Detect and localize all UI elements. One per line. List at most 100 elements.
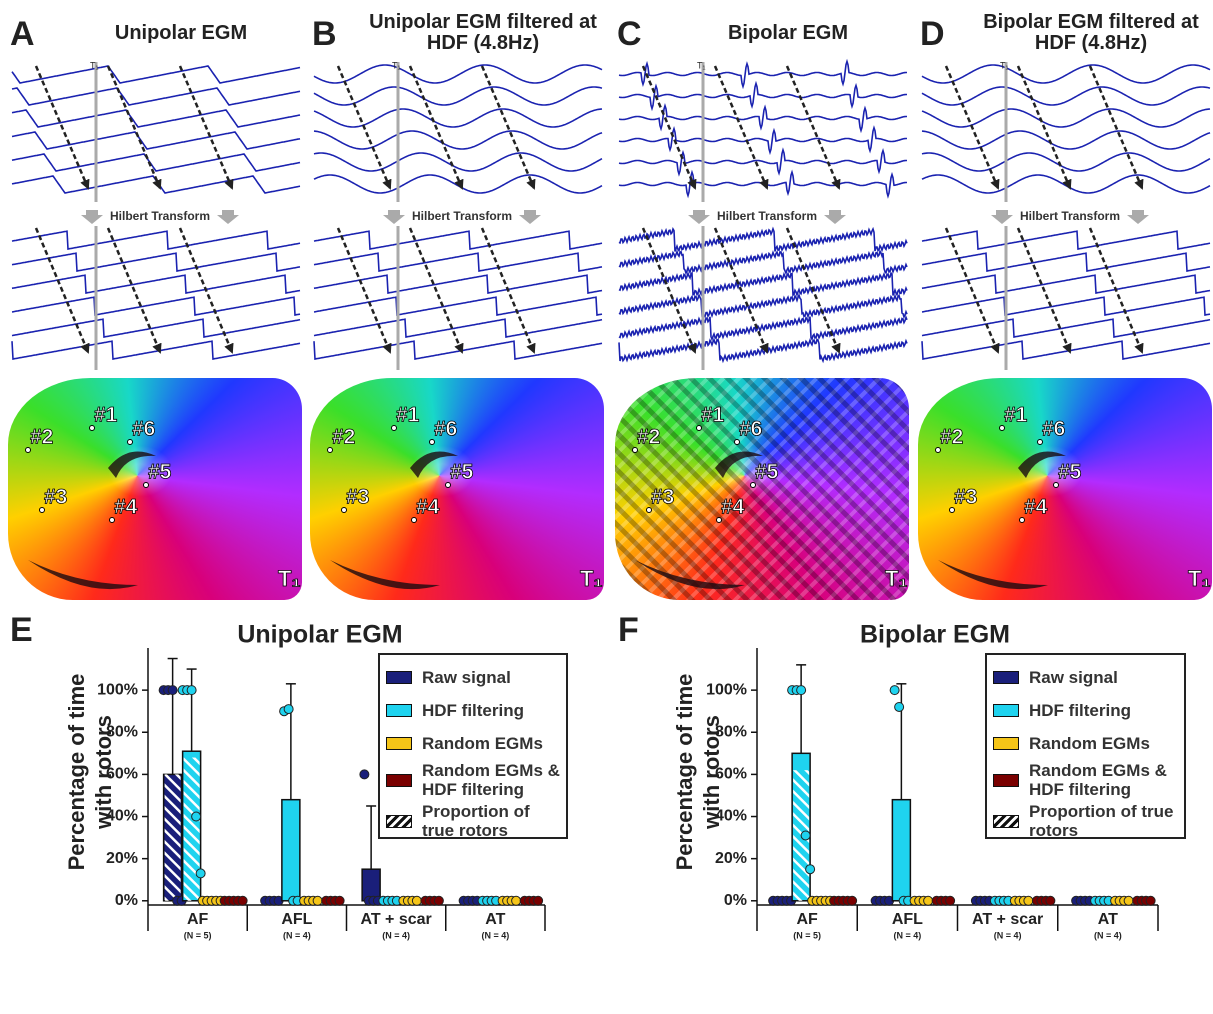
propagation-arrow xyxy=(1088,227,1144,354)
electrode-dot xyxy=(696,425,702,431)
data-point xyxy=(805,864,816,875)
legend-label: HDF filtering xyxy=(422,700,524,720)
legend-swatch xyxy=(386,773,412,787)
transform-arrow xyxy=(991,210,1013,224)
panel-title-box: Bipolar EGM filtered at HDF (4.8Hz) xyxy=(983,12,1199,54)
phase-trace xyxy=(11,340,301,360)
x-tick-label: AT xyxy=(1098,911,1118,928)
legend-swatch xyxy=(993,736,1019,750)
electrode-label: #1 xyxy=(701,404,725,427)
legend-swatch xyxy=(993,814,1019,828)
time-label: T₁ xyxy=(697,60,706,70)
transform-arrow xyxy=(217,210,239,224)
data-point xyxy=(1123,895,1134,906)
x-tick-label: AFL xyxy=(892,911,923,928)
egm-trace xyxy=(618,147,907,177)
egm-trace xyxy=(921,108,1211,128)
phase-trace xyxy=(618,292,908,320)
legend-swatch xyxy=(386,703,412,717)
transform-label: Hilbert Transform xyxy=(1020,209,1120,223)
egm-trace xyxy=(921,64,1211,84)
y-tick-label: 100% xyxy=(706,681,747,698)
legend-entry: Proportion of true rotors xyxy=(993,802,1178,839)
time-label: T₁ xyxy=(90,60,99,70)
data-point xyxy=(191,811,202,822)
bar xyxy=(891,798,912,902)
y-tick-label: 80% xyxy=(715,723,747,740)
y-tick-label: 80% xyxy=(106,723,138,740)
egm-trace xyxy=(618,80,907,112)
propagation-arrow xyxy=(944,227,1000,354)
chart-title: Unipolar EGM xyxy=(237,621,402,649)
egm-trace xyxy=(11,87,301,106)
phase-trace xyxy=(921,274,1211,294)
propagation-arrow xyxy=(106,65,162,190)
x-tick-note: (N = 4) xyxy=(1094,930,1122,940)
phase-trace xyxy=(618,226,908,253)
phase-trace xyxy=(313,318,603,338)
egm-trace xyxy=(313,108,603,128)
legend-entry: Random EGMs xyxy=(386,728,560,758)
legend-label: Raw signal xyxy=(422,667,511,687)
phase-trace xyxy=(313,230,603,250)
phase-trace xyxy=(618,315,908,342)
true-rotor-hatch xyxy=(183,757,200,901)
propagation-arrow xyxy=(336,65,392,190)
phase-trace xyxy=(11,296,301,316)
data-point xyxy=(359,769,370,780)
data-point xyxy=(195,868,206,879)
y-tick-label: 40% xyxy=(715,808,747,825)
panel-title: Unipolar EGM xyxy=(114,21,248,44)
electrode-dot xyxy=(1037,439,1043,445)
egm-trace xyxy=(11,65,301,84)
egm-trace xyxy=(11,131,301,150)
y-tick-label: 40% xyxy=(106,808,138,825)
data-point xyxy=(796,685,807,696)
egm-trace xyxy=(618,58,907,90)
electrode-dot xyxy=(935,447,941,453)
panel: D Bipolar EGM filtered at HDF (4.8Hz) T₁ Hi… xyxy=(918,12,1212,600)
electrode-dot xyxy=(109,517,115,523)
legend-swatch xyxy=(386,670,412,684)
electrode-dot xyxy=(1019,517,1025,523)
x-tick-note: (N = 4) xyxy=(283,930,311,940)
electrode-label: #6 xyxy=(739,418,762,441)
data-point xyxy=(1023,895,1034,906)
egm-trace xyxy=(313,64,603,84)
phase-trace xyxy=(618,270,908,298)
electrode-label: #2 xyxy=(940,426,963,449)
x-tick-note: (N = 5) xyxy=(793,930,821,940)
chart-letter: E xyxy=(10,611,33,649)
panel: C Bipolar EGM T₁ Hilbert Transform #1 #2 #3 #4 #… xyxy=(615,15,909,600)
electrode-label: #2 xyxy=(637,426,660,449)
electrode-label: #4 xyxy=(721,496,745,519)
legend-box: Raw signal HDF filtering Random EGMs Random… xyxy=(985,653,1186,839)
transform-arrow xyxy=(824,210,846,224)
transform-label: Hilbert Transform xyxy=(110,209,210,223)
panel-letter: D xyxy=(920,15,945,53)
x-tick-label: AF xyxy=(796,911,818,928)
phase-trace xyxy=(921,340,1211,360)
legend-label: Proportion of true rotors xyxy=(422,802,530,839)
propagation-arrow xyxy=(713,65,769,190)
legend-label: Random EGMs xyxy=(1029,733,1150,753)
legend: Raw signal HDF filtering Random EGMs Random… xyxy=(378,653,568,839)
panel-letter: C xyxy=(617,15,642,53)
egm-trace xyxy=(11,153,301,172)
y-tick-label: 20% xyxy=(106,850,138,867)
data-point xyxy=(847,895,858,906)
x-tick-label: AT + scar xyxy=(972,911,1043,928)
egm-trace xyxy=(618,169,907,199)
electrode-label: #5 xyxy=(755,461,779,484)
electrode-dot xyxy=(89,425,95,431)
legend-entry: Random EGMs & HDF filtering xyxy=(386,761,560,799)
data-point xyxy=(923,895,934,906)
electrode-label: #6 xyxy=(434,418,457,441)
panel-title: Bipolar EGM xyxy=(727,21,848,44)
map-surface xyxy=(8,378,302,600)
phase-trace xyxy=(921,252,1211,272)
panel-title: Unipolar EGM filtered at HDF (4.8Hz) xyxy=(369,11,597,54)
data-point xyxy=(283,704,294,715)
electrode-label: #2 xyxy=(332,426,355,449)
